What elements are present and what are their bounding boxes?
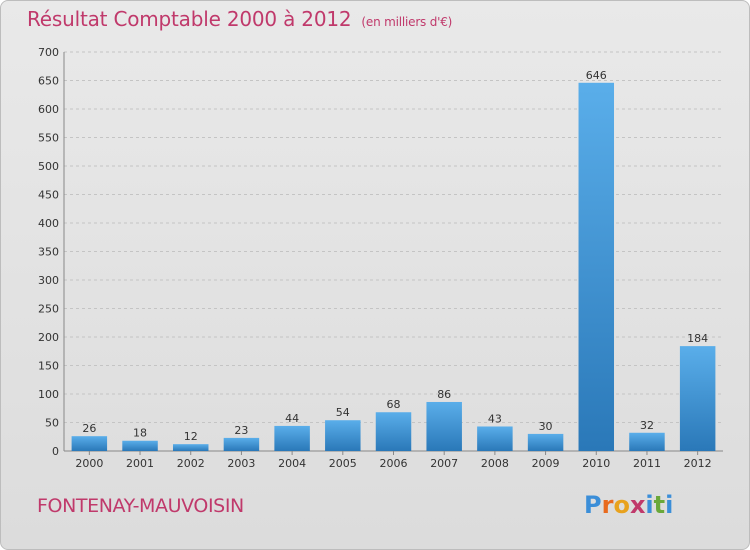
y-tick-label: 250 (38, 303, 59, 316)
x-tick-label: 2010 (582, 457, 610, 470)
bar (223, 437, 260, 451)
data-label: 646 (586, 69, 607, 82)
data-label: 43 (488, 412, 502, 425)
bar (629, 432, 665, 451)
data-label: 184 (687, 332, 708, 345)
chart-title-text: Résultat Comptable 2000 à 2012 (27, 7, 352, 31)
y-tick-label: 0 (52, 445, 59, 458)
data-label: 32 (640, 419, 654, 432)
bar (375, 412, 412, 451)
y-tick-labels: 0 50 100 150 200 250 300 350 400 450 500 550 600 650 7… (38, 46, 59, 458)
bar (325, 420, 361, 451)
y-tick-label: 50 (45, 417, 59, 430)
x-tick-label: 2008 (481, 457, 509, 470)
x-tick-label: 2001 (126, 457, 154, 470)
bars (71, 82, 716, 451)
y-tick-label: 150 (38, 360, 59, 373)
logo-letter: P (584, 491, 602, 519)
data-label: 23 (234, 424, 248, 437)
y-tick-label: 200 (38, 331, 59, 344)
x-tick-label: 2004 (278, 457, 306, 470)
y-tick-label: 550 (38, 132, 59, 145)
bar (578, 82, 615, 451)
y-tick-label: 450 (38, 189, 59, 202)
data-label: 54 (336, 406, 350, 419)
x-tick-label: 2009 (532, 457, 560, 470)
bar (426, 401, 462, 451)
y-tick-label: 600 (38, 103, 59, 116)
logo-letter: r (601, 491, 614, 519)
y-tick-label: 100 (38, 388, 59, 401)
y-tick-label: 300 (38, 274, 59, 287)
x-tick-label: 2012 (684, 457, 712, 470)
bar (477, 426, 513, 451)
data-label: 12 (184, 430, 198, 443)
x-tick-label: 2011 (633, 457, 661, 470)
chart-unit: (en milliers d'€) (361, 15, 453, 29)
y-tick-label: 650 (38, 75, 59, 88)
x-tick-label: 2007 (430, 457, 458, 470)
bar (527, 433, 564, 451)
chart-title: Résultat Comptable 2000 à 2012 (en millie… (27, 7, 452, 31)
proxiti-logo: Proxiti (584, 491, 673, 519)
bar (122, 440, 158, 451)
logo-letter: x (629, 491, 646, 519)
x-tick-labels: 2000 2001 2002 2003 2004 2005 2006 2007 2008 2009… (75, 457, 711, 470)
commune-name: FONTENAY-MAUVOISIN (37, 495, 244, 517)
logo-letter: i (665, 491, 674, 519)
logo-letter: i (645, 491, 654, 519)
x-tick-label: 2002 (177, 457, 205, 470)
data-label: 68 (387, 398, 401, 411)
logo-letter: o (613, 491, 630, 519)
y-tick-label: 400 (38, 217, 59, 230)
logo-letter: t (653, 491, 666, 519)
x-tick-label: 2005 (329, 457, 357, 470)
bar (274, 425, 310, 451)
x-tick-label: 2000 (75, 457, 103, 470)
data-label: 44 (285, 412, 299, 425)
data-label: 30 (539, 420, 553, 433)
axes (63, 52, 723, 455)
data-label: 26 (82, 422, 96, 435)
bar (679, 346, 716, 451)
x-tick-label: 2003 (227, 457, 255, 470)
data-label: 18 (133, 427, 147, 440)
bar (71, 436, 108, 451)
grid-lines (64, 51, 723, 452)
y-tick-label: 700 (38, 46, 59, 59)
data-label: 86 (437, 388, 451, 401)
data-labels: 26 18 12 23 44 54 68 86 43 30 646 32 184 (82, 69, 708, 443)
bar (172, 444, 209, 451)
x-tick-label: 2006 (380, 457, 408, 470)
y-tick-label: 500 (38, 160, 59, 173)
y-tick-label: 350 (38, 246, 59, 259)
